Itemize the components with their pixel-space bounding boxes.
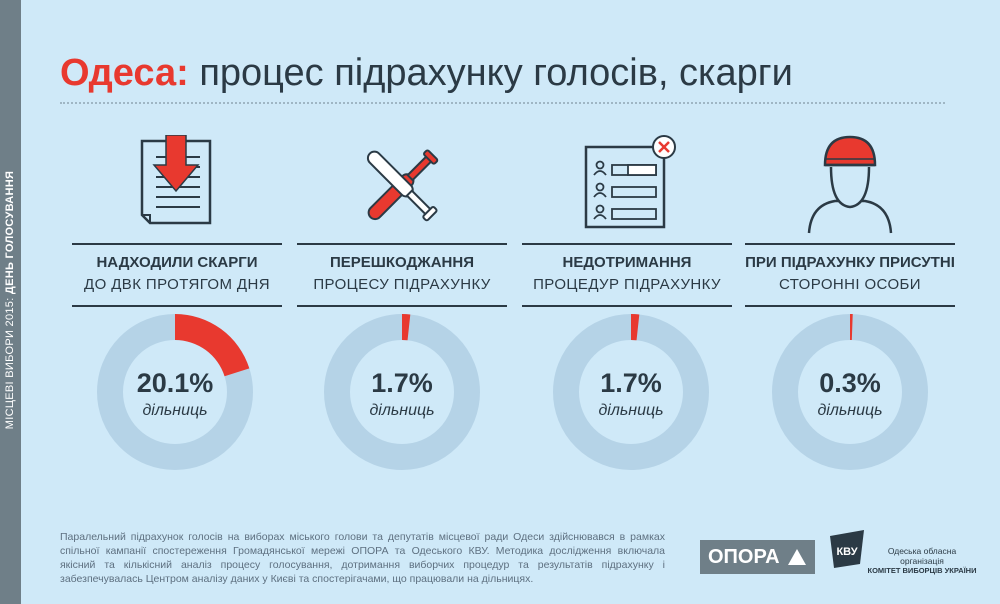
title-rest: процес підрахунку голосів, скарги (188, 52, 793, 94)
kvu-caption: Одеська обласна організація КОМІТЕТ ВИБО… (866, 546, 978, 576)
side-caption-regular: МІСЦЕВІ ВИБОРИ 2015: (4, 297, 16, 430)
donut-chart (772, 314, 928, 470)
triangle-icon (788, 549, 806, 565)
stat-column-procedures: НЕДОТРИМАННЯ ПРОЦЕДУР ПІДРАХУНКУ (522, 135, 732, 307)
document-arrow-icon (140, 135, 212, 225)
masked-person-icon (807, 135, 893, 234)
stat-label-line2: ПРОЦЕДУР ПІДРАХУНКУ (533, 276, 721, 293)
donut-unit: дільниць (142, 402, 208, 419)
donut-slice (850, 314, 853, 341)
donut-unit: дільниць (817, 402, 883, 419)
kvu-logo-text: КВУ (836, 546, 857, 558)
kvu-caption-line2: КОМІТЕТ ВИБОРЦІВ УКРАЇНИ (867, 566, 977, 575)
stat-column-complaints: НАДХОДИЛИ СКАРГИ ДО ДВК ПРОТЯГОМ ДНЯ (72, 135, 282, 307)
stat-label-line2: СТОРОННІ ОСОБИ (779, 276, 921, 293)
opora-logo-text: ОПОРА (708, 545, 780, 568)
donut-complaints: 20.1% дільниць (95, 312, 255, 472)
donut-value: 1.7% (600, 368, 662, 398)
stat-label-line2: ПРОЦЕСУ ПІДРАХУНКУ (313, 276, 491, 293)
donut-outsiders: 0.3% дільниць (770, 312, 930, 472)
kvu-logo: КВУ (830, 530, 864, 568)
stat-label: ПЕРЕШКОДЖАННЯ ПРОЦЕСУ ПІДРАХУНКУ (297, 243, 507, 307)
methodology-note: Паралельний підрахунок голосів на вибора… (60, 531, 665, 585)
stat-label: ПРИ ПІДРАХУНКУ ПРИСУТНІ СТОРОННІ ОСОБИ (745, 243, 955, 307)
stat-column-outsiders: ПРИ ПІДРАХУНКУ ПРИСУТНІ СТОРОННІ ОСОБИ (745, 135, 955, 307)
ballot-list-x-icon (584, 135, 676, 229)
stat-label: НАДХОДИЛИ СКАРГИ ДО ДВК ПРОТЯГОМ ДНЯ (72, 243, 282, 307)
stat-label: НЕДОТРИМАННЯ ПРОЦЕДУР ПІДРАХУНКУ (522, 243, 732, 307)
donut-slice (402, 314, 411, 341)
donut-slice (631, 314, 640, 341)
stat-label-line1: ПРИ ПІДРАХУНКУ ПРИСУТНІ (745, 254, 955, 271)
stat-label-line2: ДО ДВК ПРОТЯГОМ ДНЯ (84, 276, 270, 293)
donut-chart (324, 314, 480, 470)
stat-label-line1: НЕДОТРИМАННЯ (562, 254, 692, 271)
stat-label-line1: НАДХОДИЛИ СКАРГИ (96, 254, 258, 271)
donut-unit: дільниць (369, 402, 435, 419)
opora-logo: ОПОРА (700, 540, 815, 574)
title-divider (60, 102, 945, 104)
page-title: Одеса: процес підрахунку голосів, скарги (60, 52, 793, 95)
stat-label-line1: ПЕРЕШКОДЖАННЯ (329, 254, 475, 271)
side-strip: МІСЦЕВІ ВИБОРИ 2015: ДЕНЬ ГОЛОСУВАННЯ (0, 0, 21, 604)
title-city: Одеса: (60, 52, 189, 94)
donut-procedures: 1.7% дільниць (551, 312, 711, 472)
side-caption: МІСЦЕВІ ВИБОРИ 2015: ДЕНЬ ГОЛОСУВАННЯ (4, 171, 16, 429)
donut-value: 0.3% (819, 368, 881, 398)
donut-unit: дільниць (598, 402, 664, 419)
crossed-bats-icon (366, 149, 439, 222)
stat-column-obstruction: ПЕРЕШКОДЖАННЯ ПРОЦЕСУ ПІДРАХУНКУ (297, 135, 507, 307)
donut-obstruction: 1.7% дільниць (322, 312, 482, 472)
donut-slice (175, 314, 250, 377)
donut-value: 20.1% (136, 368, 214, 398)
donut-chart (97, 314, 253, 470)
kvu-caption-line1: Одеська обласна організація (887, 546, 957, 566)
side-caption-bold: ДЕНЬ ГОЛОСУВАННЯ (4, 170, 16, 295)
donut-value: 1.7% (371, 368, 433, 398)
donut-chart (553, 314, 709, 470)
